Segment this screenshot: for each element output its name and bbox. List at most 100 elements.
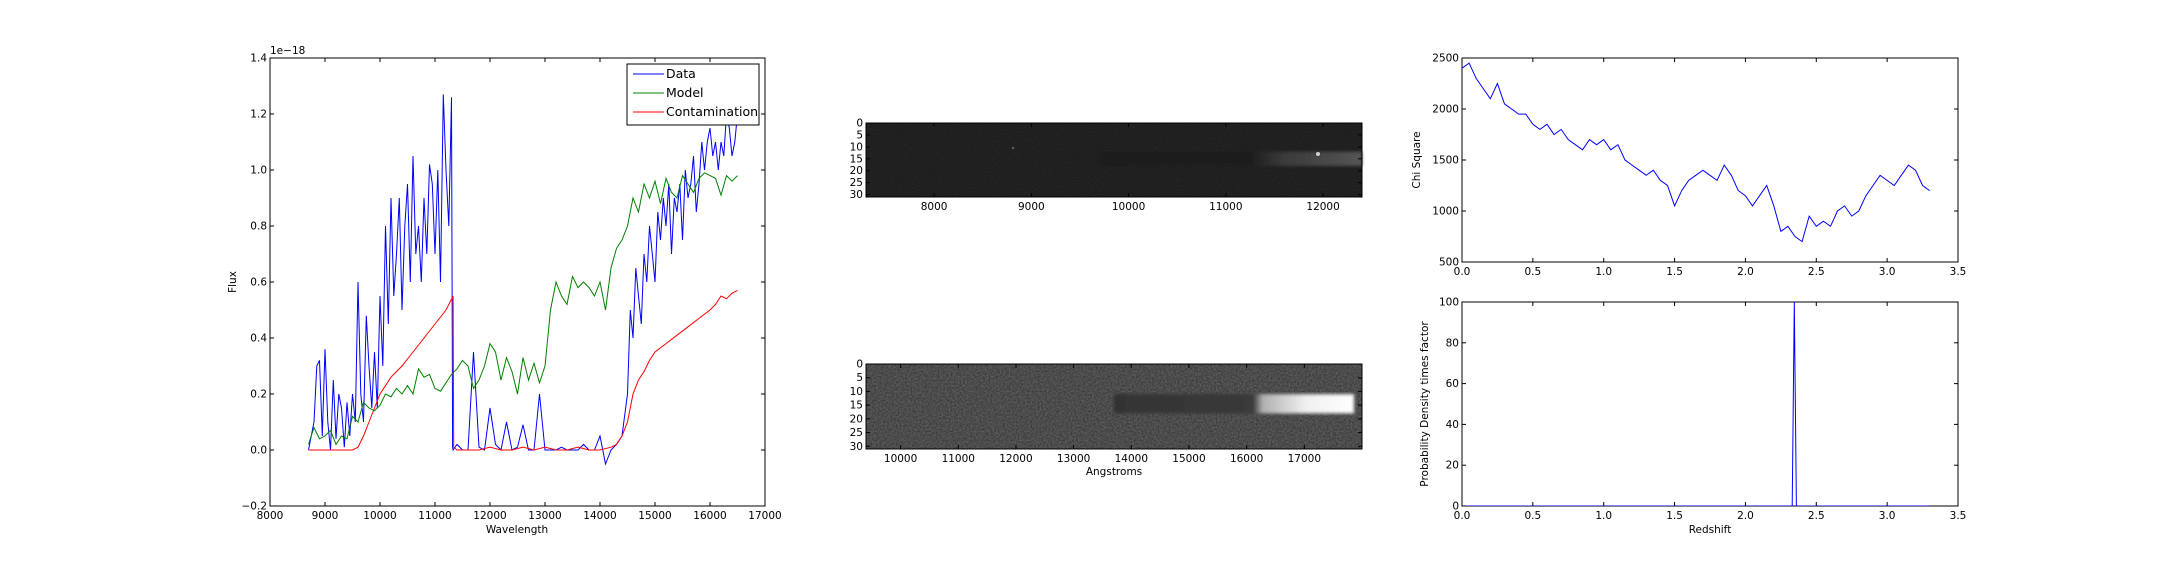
y-tick-label: 0 [856,118,863,130]
direct-image-frame [865,122,1363,198]
direct-image-hotpixel [1011,146,1015,150]
probability-density-series-layer [1462,302,1930,506]
spectrum-plot: 8000 9000 10000 11000 12000 13000 14000 15000 16… [227,45,782,536]
y-tick-label: 1.4 [250,53,267,65]
y-tick-label: 0.0 [250,445,267,457]
y-tick-label: 0.6 [250,277,267,289]
y-tick-label: 1500 [1432,155,1459,167]
x-tick-label: 11000 [1209,201,1242,213]
x-tick-label: 15000 [1172,453,1205,465]
spectrum-legend: Data Model Contamination [626,63,760,126]
chi-square-ticks: 0.0 0.5 1.0 1.5 2.0 2.5 3.0 3.5 500 1000 1500 2000 2… [1432,53,1966,279]
dispersed-image-ticks: 10000 11000 12000 13000 14000 15000 16000 17000… [850,359,1362,465]
probability-density-plot: 0.0 0.5 1.0 1.5 2.0 2.5 3.0 3.5 0 20 40 60 80 100 Red… [1419,297,1966,537]
legend-label-data: Data [666,66,696,81]
x-tick-label: 12000 [999,453,1032,465]
y-tick-label: 500 [1439,257,1459,269]
chi-square-series-layer [1462,62,1930,243]
x-tick-label: 8000 [257,510,284,522]
dispersed-image-frame [865,363,1363,450]
chi-square-plot: 0.0 0.5 1.0 1.5 2.0 2.5 3.0 3.5 500 1000 1500 2000 2… [1411,53,1966,279]
x-tick-label: 8000 [921,201,948,213]
x-tick-label: 3.5 [1950,266,1967,278]
y-tick-label: 0 [1452,501,1459,513]
x-tick-label: 11000 [418,510,451,522]
y-tick-label: 15 [850,400,863,412]
y-tick-label: 15 [850,153,863,165]
series-line-main [1462,62,1930,243]
x-tick-label: 14000 [583,510,616,522]
x-tick-label: 12000 [473,510,506,522]
y-tick-label: 60 [1446,378,1459,390]
x-tick-label: 2.0 [1737,510,1754,522]
legend-label-contamination: Contamination [666,104,758,119]
y-tick-label: 0.4 [250,333,267,345]
series-line-contamination [308,289,738,451]
x-tick-label: 16000 [1230,453,1263,465]
spectrum-offset-text: 1e−18 [270,45,305,57]
y-tick-label: 1000 [1432,206,1459,218]
x-tick-label: 9000 [1018,201,1045,213]
spectrum-ticks: 8000 9000 10000 11000 12000 13000 14000 15000 16… [242,53,782,523]
legend-label-model: Model [666,85,704,100]
dispersed-image-panel: 10000 11000 12000 13000 14000 15000 16000 17000… [850,359,1363,478]
probability-density-ylabel: Probability Density times factor [1419,321,1431,487]
x-tick-label: 14000 [1115,453,1148,465]
dispersed-image-trace [1114,394,1354,414]
x-tick-label: 16000 [693,510,726,522]
x-tick-label: 0.0 [1454,266,1471,278]
probability-density-ticks: 0.0 0.5 1.0 1.5 2.0 2.5 3.0 3.5 0 20 40 60 80 100 [1439,297,1966,523]
spectrum-xlabel: Wavelength [486,524,548,536]
series-line-main [1462,302,1930,506]
spectrum-series-layer [308,94,738,466]
x-tick-label: 0.5 [1525,510,1542,522]
x-tick-label: 2.5 [1808,266,1825,278]
x-tick-label: 13000 [1057,453,1090,465]
x-tick-label: 0.5 [1525,266,1542,278]
probability-density-frame [1461,301,1959,507]
y-tick-label: 0.2 [250,389,267,401]
y-tick-label: 10 [850,386,863,398]
probability-density-xlabel: Redshift [1689,524,1732,536]
x-tick-label: 1.5 [1666,266,1683,278]
y-tick-label: 30 [850,441,863,453]
x-tick-label: 1.5 [1666,510,1683,522]
x-tick-label: 17000 [748,510,781,522]
spectrum-ylabel: Flux [227,271,239,293]
x-tick-label: 15000 [638,510,671,522]
x-tick-label: 2.0 [1737,266,1754,278]
y-tick-label: 100 [1439,297,1459,309]
y-tick-label: 5 [856,372,863,384]
x-tick-label: 10000 [1112,201,1145,213]
x-tick-label: 17000 [1288,453,1321,465]
y-tick-label: 5 [856,129,863,141]
y-tick-label: 10 [850,141,863,153]
y-tick-label: 2000 [1432,104,1459,116]
direct-image-trace [1099,151,1362,166]
direct-image-hotpixel [1316,152,1320,156]
y-tick-label: 0.8 [250,221,267,233]
x-tick-label: 12000 [1306,201,1339,213]
y-tick-label: 0 [856,359,863,371]
y-tick-label: 80 [1446,337,1459,349]
y-tick-label: 40 [1446,419,1459,431]
series-line-data [308,94,738,466]
y-tick-label: 20 [850,413,863,425]
y-tick-label: 25 [850,427,863,439]
x-tick-label: 10000 [363,510,396,522]
x-tick-label: 0.0 [1454,510,1471,522]
x-tick-label: 1.0 [1595,510,1612,522]
y-tick-label: −0.2 [242,501,268,513]
x-tick-label: 10000 [884,453,917,465]
y-tick-label: 30 [850,189,863,201]
x-tick-label: 3.0 [1879,510,1896,522]
series-line-model [308,172,738,446]
chi-square-frame [1461,57,1959,263]
y-tick-label: 1.2 [250,109,267,121]
dispersed-image-xlabel: Angstroms [1086,466,1142,478]
x-tick-label: 13000 [528,510,561,522]
y-tick-label: 20 [1446,460,1459,472]
